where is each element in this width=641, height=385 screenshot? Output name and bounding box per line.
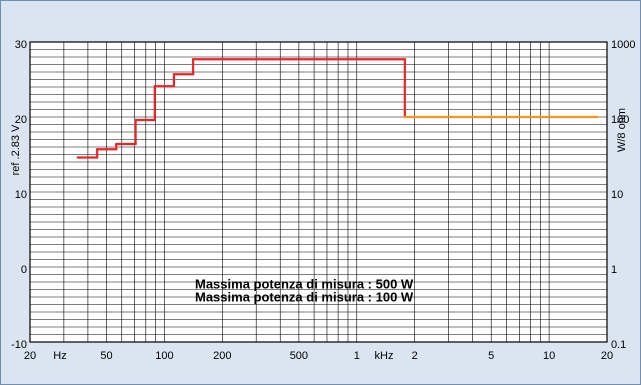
y-tick-label: -10	[11, 339, 27, 351]
x-unit: Hz	[53, 350, 66, 362]
y-axis-title: ref .2.83 V	[10, 124, 22, 175]
legend-label: Massima potenza di misura : 100 W	[195, 289, 414, 304]
y2-axis-title: W/8 ohm	[616, 108, 628, 152]
x-tick-label: 20	[601, 350, 613, 362]
y-tick-label: 0	[21, 264, 27, 276]
y-tick-label: 10	[15, 189, 27, 201]
x-tick-label: 100	[155, 350, 173, 362]
x-tick-label: 20	[24, 350, 36, 362]
x-tick-label: 5	[488, 350, 494, 362]
y-tick-label: 30	[15, 39, 27, 51]
x-tick-label: 200	[213, 350, 231, 362]
x-tick-label: 50	[100, 350, 112, 362]
x-tick-label: 10	[543, 350, 555, 362]
y2-tick-label: 0.1	[611, 339, 626, 351]
y2-tick-label: 1000	[611, 39, 635, 51]
plot-frame	[29, 41, 608, 343]
y2-tick-label: 10	[611, 189, 623, 201]
x-tick-label: 500	[290, 350, 308, 362]
y2-tick-label: 1	[611, 264, 617, 276]
legend-label: Massima potenza di misura : 500 W	[195, 276, 414, 291]
x-tick-label: 1	[354, 350, 360, 362]
x-unit: kHz	[375, 350, 394, 362]
x-tick-label: 2	[412, 350, 418, 362]
y-tick-label: 20	[15, 114, 27, 126]
y2-tick-label: 100	[611, 114, 629, 126]
